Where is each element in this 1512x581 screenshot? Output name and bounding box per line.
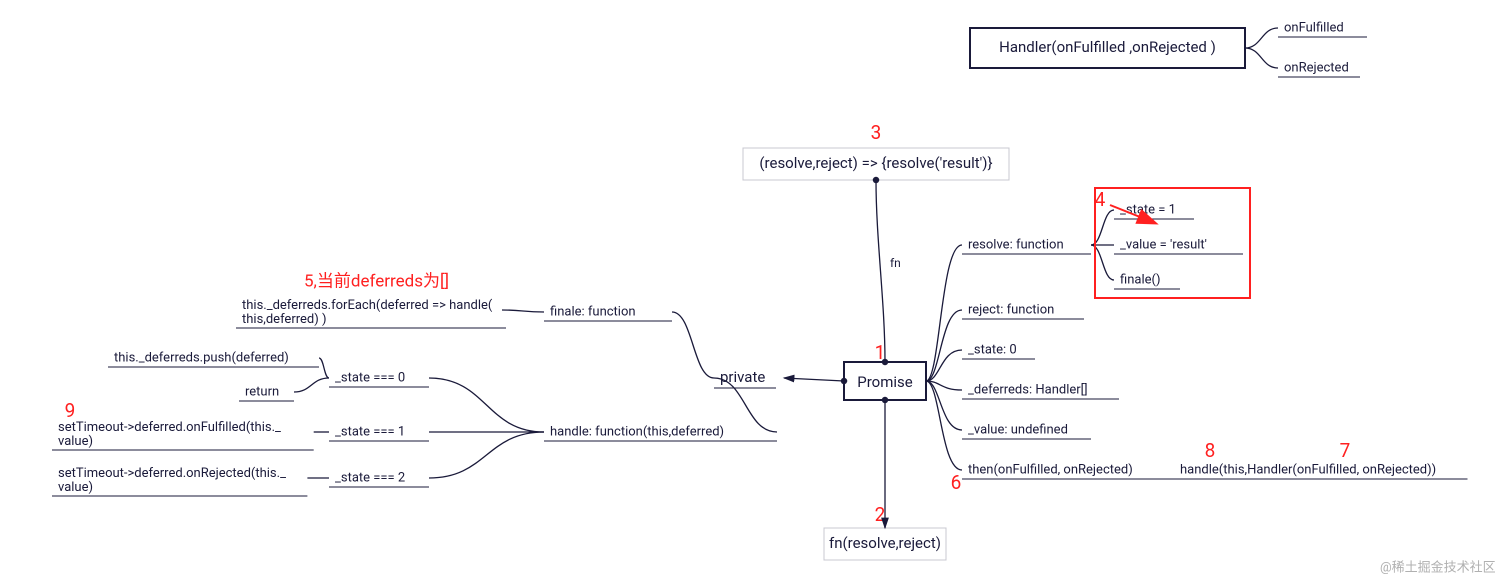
marker-3: 3 [871,121,882,144]
marker-9: 9 [65,399,76,422]
state-0: _state === 0 [335,370,405,385]
tspan-element: this,deferred) ) [242,312,327,327]
state-2: _state === 2 [335,470,405,485]
marker-8: 8 [1205,439,1216,462]
handler-edge [1245,28,1278,48]
handler-child: onRejected [1284,60,1349,75]
finale-child: this._deferreds.forEach(deferred => hand… [242,298,493,327]
left-item-1: handle: function(this,deferred) [550,424,724,439]
tspan-element: value) [58,480,93,495]
marker-6: 6 [951,471,962,494]
leaf-1-0: setTimeout->deferred.onFulfilled(this._v… [58,420,281,449]
right-item-3: _deferreds: Handler[] [968,382,1088,397]
path-element [502,310,544,312]
right-item-5: then(onFulfilled, onRejected) [968,462,1133,477]
then-child: handle(this,Handler(onFulfilled, onRejec… [1180,462,1436,477]
promise-label: Promise [857,373,912,391]
marker-1: 1 [875,341,886,364]
fn-label: fn [890,256,901,270]
tspan-element: setTimeout->deferred.onRejected(this._ [58,466,286,481]
state-1: _state === 1 [335,424,405,439]
path-element [429,378,544,432]
marker-5: 5,当前deferreds为[] [304,271,449,291]
right-item-4: _value: undefined [968,422,1068,437]
path-element [672,312,714,378]
resolve-child-2: finale() [1120,272,1161,287]
leaf-0-1: return [245,384,279,399]
marker-7: 7 [1340,439,1351,462]
handler-edge [1245,48,1278,68]
path-element [876,180,885,362]
leaf-0-0: this._deferreds.push(deferred) [114,350,289,365]
path-element [926,381,962,470]
left-item-0: finale: function [550,304,636,319]
marker-2: 2 [875,503,886,526]
tspan-element: this._deferreds.forEach(deferred => hand… [242,298,493,313]
fn-arrow-label: (resolve,reject) => {resolve('result')} [759,154,992,172]
resolve-child-0: _state = 1 [1120,202,1176,217]
path-element [294,378,329,392]
handler-box-label: Handler(onFulfilled ,onRejected ) [999,38,1216,56]
right-item-2: _state: 0 [968,342,1017,357]
path-element [926,381,962,430]
leaf-2-0: setTimeout->deferred.onRejected(this._va… [58,466,286,495]
tspan-element: setTimeout->deferred.onFulfilled(this._ [58,420,281,435]
fn-call-label: fn(resolve,reject) [829,534,941,552]
path-element [429,432,544,478]
path-element [926,310,962,381]
right-item-0: resolve: function [968,237,1064,252]
path-element [784,378,844,381]
resolve-child-1: _value = 'result' [1120,237,1207,252]
private-label: private [720,368,765,386]
right-item-1: reject: function [968,302,1054,317]
marker-4: 4 [1095,188,1106,211]
path-element [319,358,329,378]
handler-child: onFulfilled [1284,20,1344,35]
watermark: @稀土掘金技术社区 [1380,559,1496,575]
tspan-element: value) [58,434,93,449]
